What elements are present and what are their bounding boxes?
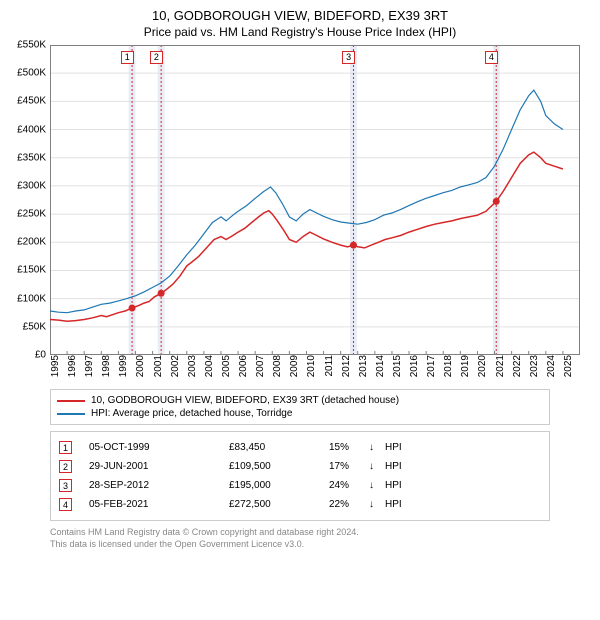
event-price: £272,500 (229, 499, 329, 510)
event-vs: HPI (385, 480, 415, 491)
event-marker: 3 (342, 51, 355, 64)
x-tick-label: 2005 (217, 355, 232, 377)
y-tick-label: £100K (17, 293, 50, 304)
down-arrow-icon: ↓ (369, 442, 385, 453)
event-vs: HPI (385, 499, 415, 510)
event-marker: 4 (485, 51, 498, 64)
y-tick-label: £350K (17, 152, 50, 163)
down-arrow-icon: ↓ (369, 499, 385, 510)
y-tick-label: £250K (17, 209, 50, 220)
event-pct: 17% (329, 461, 369, 472)
event-date: 05-OCT-1999 (89, 442, 229, 453)
event-pct: 15% (329, 442, 369, 453)
x-tick-label: 2016 (405, 355, 420, 377)
x-tick-label: 2010 (302, 355, 317, 377)
legend-label: HPI: Average price, detached house, Torr… (91, 408, 292, 419)
x-tick-label: 2002 (166, 355, 181, 377)
event-price: £83,450 (229, 442, 329, 453)
event-row: 4 05-FEB-2021£272,50022%↓HPI (59, 495, 541, 514)
event-date: 28-SEP-2012 (89, 480, 229, 491)
footer-attribution: Contains HM Land Registry data © Crown c… (50, 527, 550, 550)
x-tick-label: 2000 (131, 355, 146, 377)
event-pct: 22% (329, 499, 369, 510)
x-tick-label: 2024 (542, 355, 557, 377)
x-tick-label: 2018 (439, 355, 454, 377)
legend-swatch (57, 400, 85, 402)
x-tick-label: 2014 (371, 355, 386, 377)
legend-item: 10, GODBOROUGH VIEW, BIDEFORD, EX39 3RT … (57, 394, 543, 407)
y-tick-label: £200K (17, 237, 50, 248)
down-arrow-icon: ↓ (369, 480, 385, 491)
x-tick-label: 2020 (473, 355, 488, 377)
legend-item: HPI: Average price, detached house, Torr… (57, 407, 543, 420)
x-tick-label: 2001 (149, 355, 164, 377)
legend-box: 10, GODBOROUGH VIEW, BIDEFORD, EX39 3RT … (50, 389, 550, 425)
y-tick-label: £450K (17, 96, 50, 107)
x-tick-label: 2013 (354, 355, 369, 377)
event-pct: 24% (329, 480, 369, 491)
event-marker: 3 (59, 479, 72, 492)
chart-canvas (50, 45, 580, 355)
x-tick-label: 1997 (80, 355, 95, 377)
event-marker: 2 (59, 460, 72, 473)
x-tick-label: 2006 (234, 355, 249, 377)
price-chart: £0£50K£100K£150K£200K£250K£300K£350K£400… (50, 45, 580, 355)
y-tick-label: £500K (17, 68, 50, 79)
x-tick-label: 2012 (337, 355, 352, 377)
event-row: 2 29-JUN-2001£109,50017%↓HPI (59, 457, 541, 476)
event-marker: 4 (59, 498, 72, 511)
y-tick-label: £300K (17, 180, 50, 191)
x-tick-label: 2003 (183, 355, 198, 377)
x-tick-label: 2023 (525, 355, 540, 377)
y-tick-label: £400K (17, 124, 50, 135)
event-vs: HPI (385, 461, 415, 472)
footer-line: This data is licensed under the Open Gov… (50, 539, 550, 551)
legend-label: 10, GODBOROUGH VIEW, BIDEFORD, EX39 3RT … (91, 395, 399, 406)
x-tick-label: 2009 (285, 355, 300, 377)
x-tick-label: 2021 (491, 355, 506, 377)
event-marker: 1 (59, 441, 72, 454)
page-title: 10, GODBOROUGH VIEW, BIDEFORD, EX39 3RT (0, 0, 600, 23)
x-tick-label: 2008 (268, 355, 283, 377)
events-table: 105-OCT-1999£83,45015%↓HPI229-JUN-2001£1… (50, 431, 550, 521)
event-price: £109,500 (229, 461, 329, 472)
page-subtitle: Price paid vs. HM Land Registry's House … (0, 23, 600, 45)
y-tick-label: £150K (17, 265, 50, 276)
x-tick-label: 2007 (251, 355, 266, 377)
event-row: 1 05-OCT-1999£83,45015%↓HPI (59, 438, 541, 457)
y-tick-label: £50K (23, 321, 50, 332)
event-price: £195,000 (229, 480, 329, 491)
x-tick-label: 2011 (320, 355, 335, 377)
event-date: 05-FEB-2021 (89, 499, 229, 510)
x-tick-label: 1998 (97, 355, 112, 377)
event-row: 3 28-SEP-2012£195,00024%↓HPI (59, 476, 541, 495)
down-arrow-icon: ↓ (369, 461, 385, 472)
x-tick-label: 2017 (422, 355, 437, 377)
x-tick-label: 2015 (388, 355, 403, 377)
legend-swatch (57, 413, 85, 415)
x-tick-label: 2025 (559, 355, 574, 377)
footer-line: Contains HM Land Registry data © Crown c… (50, 527, 550, 539)
x-tick-label: 1996 (63, 355, 78, 377)
y-tick-label: £550K (17, 40, 50, 51)
event-marker: 1 (121, 51, 134, 64)
event-date: 29-JUN-2001 (89, 461, 229, 472)
x-tick-label: 1995 (46, 355, 61, 377)
x-tick-label: 1999 (114, 355, 129, 377)
x-tick-label: 2019 (456, 355, 471, 377)
event-marker: 2 (150, 51, 163, 64)
event-vs: HPI (385, 442, 415, 453)
x-tick-label: 2022 (508, 355, 523, 377)
x-tick-label: 2004 (200, 355, 215, 377)
